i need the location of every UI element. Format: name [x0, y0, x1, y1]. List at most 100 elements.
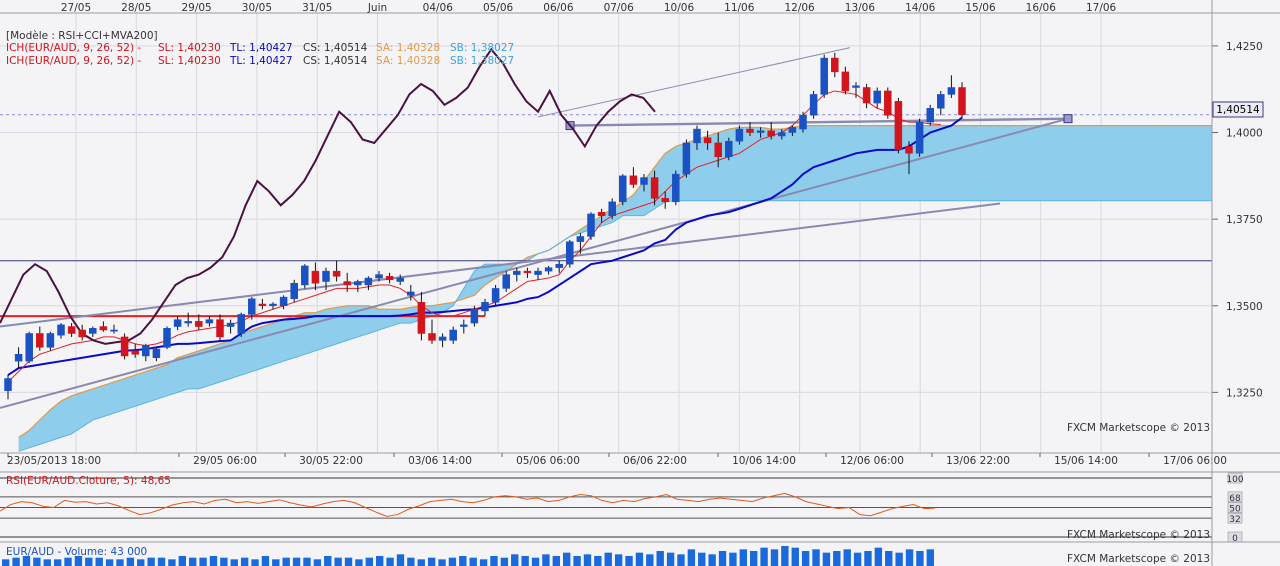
current-price-value: 1,40514 [1216, 104, 1260, 116]
volume-bar [209, 556, 218, 566]
candle [650, 170, 659, 206]
main-watermark: FXCM Marketscope © 2013 [1067, 422, 1210, 434]
candle-body [619, 175, 627, 203]
volume-bar [199, 557, 207, 566]
candle [364, 276, 373, 291]
volume-bar [874, 547, 883, 566]
volume-bar [386, 557, 394, 566]
candle [354, 279, 362, 292]
ich-legend-row-1: ICH(EUR/AUD, 9, 26, 52) - SL: 1,40230 TL… [6, 42, 514, 54]
candle-body [279, 296, 288, 307]
candle [629, 167, 638, 188]
volume-bar [292, 557, 301, 566]
candle-body [120, 336, 129, 357]
volume-bar [12, 557, 20, 566]
bottom-date-label: 06/06 22:00 [623, 455, 687, 467]
candle [884, 87, 892, 119]
volume-bar [407, 557, 415, 566]
candle [89, 326, 97, 337]
volume-bar [718, 551, 727, 566]
candle-body [958, 87, 966, 116]
candle [926, 104, 934, 126]
volume-bar [552, 556, 560, 566]
volume-bar [926, 549, 934, 566]
candle-body [142, 345, 150, 357]
volume-bar [116, 559, 124, 566]
candle-body [14, 354, 23, 362]
top-date-label: 27/05 [61, 2, 91, 14]
candle-body [809, 94, 818, 116]
candle-body [460, 324, 468, 327]
candle [778, 129, 786, 140]
candle [248, 297, 256, 320]
candle-body [491, 288, 500, 303]
price-axis: 1,4250 1,4000 1,3750 1,3500 1,3250 [1212, 41, 1263, 399]
candle [608, 198, 616, 220]
candle [905, 141, 913, 175]
candle-body [248, 298, 256, 315]
price-tick-label: 1,4250 [1226, 41, 1263, 53]
candle [205, 316, 214, 327]
candle-body [661, 198, 669, 203]
candle [809, 90, 818, 119]
svg-text:CS: 1,40514: CS: 1,40514 [303, 55, 368, 67]
candle-body [25, 333, 33, 362]
volume-bar [770, 549, 779, 566]
volume-bar [625, 556, 633, 566]
candle-body [597, 211, 606, 216]
volume-bar [303, 557, 311, 566]
candle-body [57, 324, 65, 336]
current-price-tag: 1,40514 [1212, 101, 1264, 118]
candle-body [650, 177, 659, 199]
price-tick-label: 1,3250 [1226, 387, 1263, 399]
volume-bar [396, 554, 405, 566]
volume-bar [604, 552, 612, 566]
volume-bar [801, 551, 810, 566]
candle [385, 272, 394, 284]
candle-body [725, 140, 733, 158]
volume-bar [251, 559, 259, 566]
candle [746, 122, 754, 136]
volume-bar [729, 552, 737, 566]
rsi-plot-area[interactable] [0, 472, 1212, 540]
candle-body [417, 302, 426, 334]
volume-bar [157, 557, 166, 566]
candle-body [301, 265, 309, 286]
candle-body [311, 270, 320, 284]
volume-bar [105, 559, 114, 566]
candle [587, 212, 595, 240]
candle-body [915, 121, 924, 154]
candlesticks [4, 52, 966, 400]
bottom-date-label: 03/06 14:00 [408, 455, 472, 467]
top-date-label: 31/05 [302, 2, 332, 14]
candle [36, 326, 44, 351]
top-date-label: 04/06 [423, 2, 454, 14]
volume-bar [822, 552, 831, 566]
candle [428, 319, 436, 344]
candle-body [407, 291, 415, 296]
trendline-resistance [569, 117, 1069, 127]
volume-bar [43, 559, 51, 566]
volume-bar [53, 559, 62, 566]
candle [523, 267, 532, 279]
candle-body [566, 241, 574, 265]
model-label: [Modèle : RSI+CCI+MVA200] [6, 30, 158, 42]
candle-body [173, 319, 182, 327]
candle [862, 84, 871, 109]
volume-bar [376, 556, 384, 566]
candle-body [364, 277, 373, 286]
volume-bar [760, 547, 768, 566]
candle-body [449, 329, 457, 341]
candle [937, 90, 945, 116]
candle [566, 239, 574, 268]
candle [682, 139, 691, 178]
svg-text:SL: 1,40230: SL: 1,40230 [158, 55, 221, 67]
bottom-date-label: 05/06 06:00 [516, 455, 580, 467]
rsi-level-label: 68 [1229, 494, 1241, 504]
candle [640, 174, 648, 192]
volume-bar [2, 559, 10, 566]
top-date-label: 12/06 [784, 2, 815, 14]
volume-bar [781, 546, 789, 566]
volume-bar [812, 549, 820, 566]
